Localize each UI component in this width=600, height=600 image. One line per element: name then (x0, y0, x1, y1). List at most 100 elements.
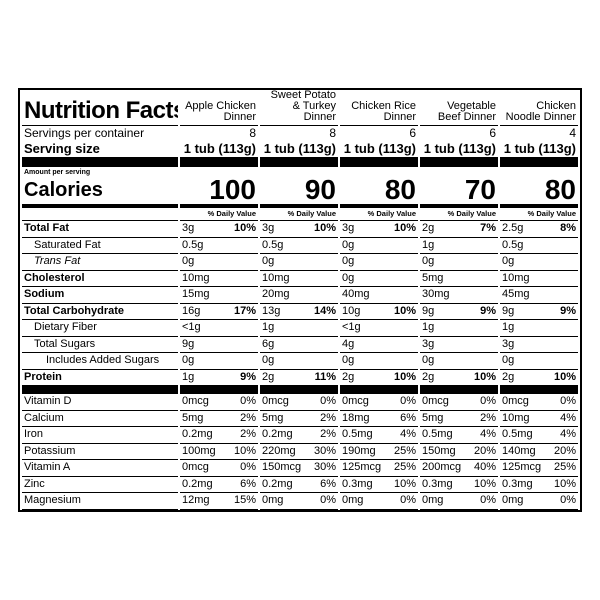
amount: 18mg (342, 411, 370, 424)
daily-value: 6% (400, 411, 416, 424)
amount: 0.2mg (182, 477, 213, 490)
nutrient-cell: 0.3mg 10% (500, 477, 578, 493)
divider-bar (500, 204, 578, 208)
servings: 6 (489, 126, 496, 140)
amount: 150mg (422, 444, 456, 457)
blank (500, 167, 578, 176)
cell-content: <1g (182, 322, 256, 333)
daily-value: 10% (393, 477, 416, 490)
nutrient-cell: 0mg 0% (260, 493, 338, 510)
daily-value-label: % Daily Value (340, 208, 418, 221)
amount: 0.5g (262, 238, 284, 251)
daily-value: 40% (473, 461, 496, 474)
cell-content: 13g 14% (262, 305, 336, 317)
row (22, 204, 578, 208)
serving-size: 1 tub (113g) (183, 141, 256, 156)
nutrient-cell: 20mg (260, 287, 338, 304)
amount: 125mcg (342, 461, 382, 474)
cell-content: 100mg 10% (182, 445, 256, 457)
cell-content: 0.5mg 4% (502, 429, 576, 440)
nutrient-cell: 0g (180, 254, 258, 271)
blank (420, 167, 498, 176)
servings: 8 (249, 126, 256, 140)
nutrient-label: Total Carbohydrate (22, 304, 178, 320)
row: Cholesterol 10mg 10mg 0g 5mg 10mg (22, 271, 578, 287)
amount: 5mg (422, 271, 444, 284)
nutrient-cell: 5mg (420, 271, 498, 287)
amount: 6g (262, 337, 275, 350)
divider-bar (340, 157, 418, 167)
cell-content: 0.3mg 10% (502, 478, 576, 490)
cell-content: 12mg 15% (182, 495, 256, 506)
calories: 80 (384, 176, 416, 204)
daily-value: 10% (393, 304, 416, 317)
amount: 2g (502, 370, 515, 383)
nutrient-cell: 10mg (180, 271, 258, 287)
cell-content: 10mg (182, 272, 256, 284)
amount: 0mg (422, 494, 444, 507)
divider-bar (180, 386, 258, 394)
blank (180, 167, 258, 176)
amount: 0.2mg (182, 428, 213, 441)
daily-value: 10% (473, 477, 496, 490)
divider-bar (420, 386, 498, 394)
nutrient-cell: 45mg (500, 287, 578, 304)
cell-content: 0mg 0% (342, 495, 416, 506)
row: Amount per serving (22, 167, 578, 176)
amount: 0mcg (502, 395, 529, 408)
daily-value-label: % Daily Value (500, 208, 578, 221)
cell-content: 125mcg 25% (502, 462, 576, 473)
daily-value: 20% (553, 444, 576, 457)
divider-bar (500, 157, 578, 167)
cell-content: 150mcg 30% (262, 462, 336, 473)
cell-content: 5mg 2% (182, 411, 256, 424)
cell-content: 3g (422, 338, 496, 350)
amount: 0g (342, 354, 355, 367)
cell-content: 0g (182, 256, 256, 267)
amount: 0g (342, 238, 355, 251)
cell-content: 150mg 20% (422, 444, 496, 457)
nutrient-cell: 125mcg 25% (500, 460, 578, 477)
cell-content: 125mcg 25% (342, 462, 416, 473)
cell-content: 0.5g (262, 238, 336, 251)
nutrient-cell: 3g (420, 337, 498, 353)
nutrient-cell: 125mcg 25% (340, 460, 418, 477)
row: Vitamin D 0mcg 0% 0mcg 0% 0mcg 0% 0mcg 0% 0mcg 0% (22, 394, 578, 411)
nutrient-cell: 10g 10% (340, 304, 418, 320)
daily-value: 2% (320, 428, 336, 441)
cell-content: 0.5g (182, 238, 256, 251)
amount: 16g (182, 304, 201, 317)
daily-value: 6% (240, 477, 256, 490)
daily-value: 17% (233, 304, 256, 317)
cell-content: 0.3mg 10% (342, 477, 416, 490)
nutrient-cell: 150mg 20% (420, 444, 498, 460)
daily-value: 11% (314, 370, 336, 383)
cell-content: 190mg 25% (342, 445, 416, 457)
nutrient-cell: 0mcg 0% (260, 394, 338, 411)
daily-value: 25% (393, 461, 416, 474)
amount: 45mg (502, 288, 530, 301)
amount: 0g (422, 354, 435, 367)
nutrient-cell: 0.5g (260, 238, 338, 254)
cell-content: 200mcg 40% (422, 462, 496, 473)
amount: 5mg (182, 411, 204, 424)
amount: 0g (502, 255, 515, 268)
blank (260, 167, 338, 176)
amount: 0.5g (182, 238, 204, 251)
amount: 9g (182, 337, 195, 350)
divider-bar (340, 386, 418, 394)
cell-content: 0g (262, 355, 336, 366)
row: Magnesium 12mg 15% 0mg 0% 0mg 0% 0mg 0% 0mg 0% (22, 493, 578, 510)
daily-value: 6% (320, 477, 336, 490)
amount: 0g (422, 255, 435, 268)
cell-content: 0g (502, 355, 576, 366)
cell-content: 1g (422, 239, 496, 251)
amount: 2g (262, 370, 275, 383)
nutrient-label: Vitamin D (22, 394, 178, 411)
cell-content: 0g (422, 355, 496, 366)
daily-value: 0% (240, 395, 256, 408)
amount: 10mg (262, 271, 290, 284)
amount: 10mg (502, 411, 530, 424)
row: Zinc 0.2mg 6% 0.2mg 6% 0.3mg 10% 0.3mg 10% 0.3mg 1… (22, 477, 578, 493)
nutrient-cell: 0mcg 0% (180, 460, 258, 477)
